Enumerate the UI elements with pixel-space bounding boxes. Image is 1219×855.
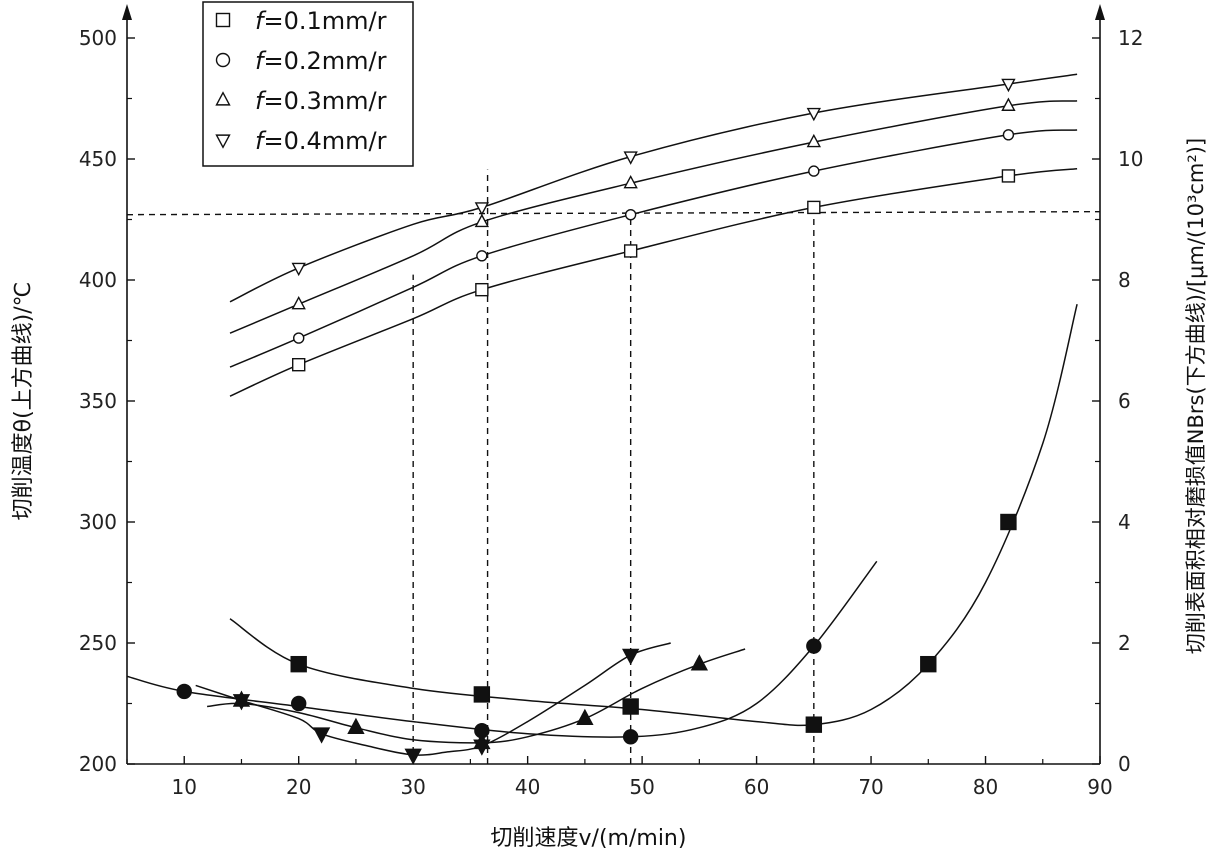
y-right-tick-label: 0 xyxy=(1118,752,1131,776)
wear-point xyxy=(176,683,192,700)
temperature-point xyxy=(474,213,490,228)
legend-entry-text: =0.2mm/r xyxy=(263,47,386,75)
temperature-point xyxy=(293,332,305,344)
wear-point xyxy=(290,655,307,673)
legend-symbol xyxy=(215,52,231,68)
temperature-fit-curve xyxy=(229,129,1078,368)
y-axis-left-arrow xyxy=(122,4,132,20)
y-axis-right-arrow xyxy=(1095,4,1105,20)
x-tick-label: 40 xyxy=(515,775,540,799)
legend-entry-text: =0.3mm/r xyxy=(263,87,386,115)
temperature-point xyxy=(291,295,306,310)
reference-line-horizontal xyxy=(126,210,1101,216)
temperature-point xyxy=(475,282,489,297)
x-tick-label: 50 xyxy=(629,775,654,799)
temperature-point xyxy=(1001,169,1016,183)
wear-point xyxy=(232,694,251,711)
wear-point xyxy=(920,655,937,673)
wear-fit-curve xyxy=(195,642,671,756)
y-left-tick-label: 500 xyxy=(79,26,117,50)
temperature-point xyxy=(806,107,821,122)
temperature-point xyxy=(624,208,637,221)
temperature-fit-curve xyxy=(229,73,1078,303)
temperature-point xyxy=(1001,78,1016,93)
legend-entry: f=0.2mm/r xyxy=(255,47,387,75)
temperature-point xyxy=(623,244,638,258)
temperature-point xyxy=(291,262,306,277)
y-axis-left-title: 切削温度θ(上方曲线)/℃ xyxy=(11,282,36,521)
y-left-tick-label: 400 xyxy=(79,268,117,292)
temperature-point xyxy=(808,165,820,177)
x-tick-label: 70 xyxy=(858,775,883,799)
x-tick-label: 60 xyxy=(744,775,769,799)
wear-point xyxy=(805,716,823,733)
y-right-tick-label: 2 xyxy=(1118,631,1131,655)
y-right-tick-label: 6 xyxy=(1118,389,1131,413)
x-tick-label: 80 xyxy=(973,775,998,799)
temperature-point xyxy=(292,358,306,372)
temperature-point xyxy=(1002,129,1015,141)
x-tick-label: 20 xyxy=(286,775,311,799)
temperature-point xyxy=(474,202,490,216)
x-axis-title: 切削速度v/(m/min) xyxy=(491,826,687,851)
legend-symbol xyxy=(215,134,231,149)
legend-entry-text: =0.4mm/r xyxy=(263,127,386,155)
data-points xyxy=(176,78,1017,765)
axes: 10 20 30 40 50 60 70 80 90 200 250 300 350 400 450 500 0… xyxy=(79,4,1143,799)
y-right-tick-label: 4 xyxy=(1118,510,1131,534)
temperature-fit-curve xyxy=(229,100,1078,334)
reference-lines xyxy=(126,169,1101,764)
legend-symbol xyxy=(215,91,231,106)
wear-point xyxy=(1000,513,1017,531)
temperature-point xyxy=(623,151,638,165)
wear-point xyxy=(576,708,594,725)
temperature-fit-curve xyxy=(229,167,1078,397)
legend-entry: f=0.4mm/r xyxy=(255,127,387,155)
y-right-tick-label: 12 xyxy=(1118,26,1143,50)
wear-point xyxy=(622,698,639,715)
wear-point xyxy=(473,739,491,756)
temperature-point xyxy=(807,200,821,215)
fit-curves xyxy=(126,73,1078,756)
legend-symbol xyxy=(215,12,231,28)
wear-point xyxy=(806,638,822,654)
y-right-tick-label: 8 xyxy=(1118,268,1131,292)
wear-fit-curve xyxy=(229,304,1078,727)
wear-point xyxy=(473,686,491,703)
temperature-point xyxy=(806,133,821,148)
temperature-point xyxy=(1001,97,1016,111)
wear-point xyxy=(291,695,307,712)
temperature-point xyxy=(623,174,638,189)
legend: f=0.1mm/r f=0.2mm/r f=0.3mm/r f=0.4mm/r xyxy=(202,1,414,167)
x-tick-label: 90 xyxy=(1087,775,1112,799)
y-axis-right-title: 切削表面积相对磨损值NBrs(下方曲线)/[μm/(10³cm²)] xyxy=(1184,138,1208,654)
y-left-tick-label: 200 xyxy=(79,752,117,776)
wear-fit-curve xyxy=(126,560,878,738)
x-tick-label: 10 xyxy=(172,775,197,799)
y-left-tick-label: 350 xyxy=(79,389,117,413)
wear-point xyxy=(622,648,640,666)
wear-point xyxy=(312,727,331,744)
legend-box xyxy=(202,1,414,167)
x-tick-label: 30 xyxy=(400,775,425,799)
y-left-tick-label: 300 xyxy=(79,510,117,534)
wear-point xyxy=(347,717,365,735)
wear-point xyxy=(622,729,639,745)
legend-entry: f=0.1mm/r xyxy=(255,7,387,35)
temperature-point xyxy=(476,250,488,262)
y-right-tick-label: 10 xyxy=(1118,147,1143,171)
legend-entry-text: =0.1mm/r xyxy=(263,7,386,35)
y-left-tick-label: 450 xyxy=(79,147,117,171)
legend-entry: f=0.3mm/r xyxy=(255,87,387,115)
wear-point xyxy=(690,654,709,671)
y-left-tick-label: 250 xyxy=(79,631,117,655)
